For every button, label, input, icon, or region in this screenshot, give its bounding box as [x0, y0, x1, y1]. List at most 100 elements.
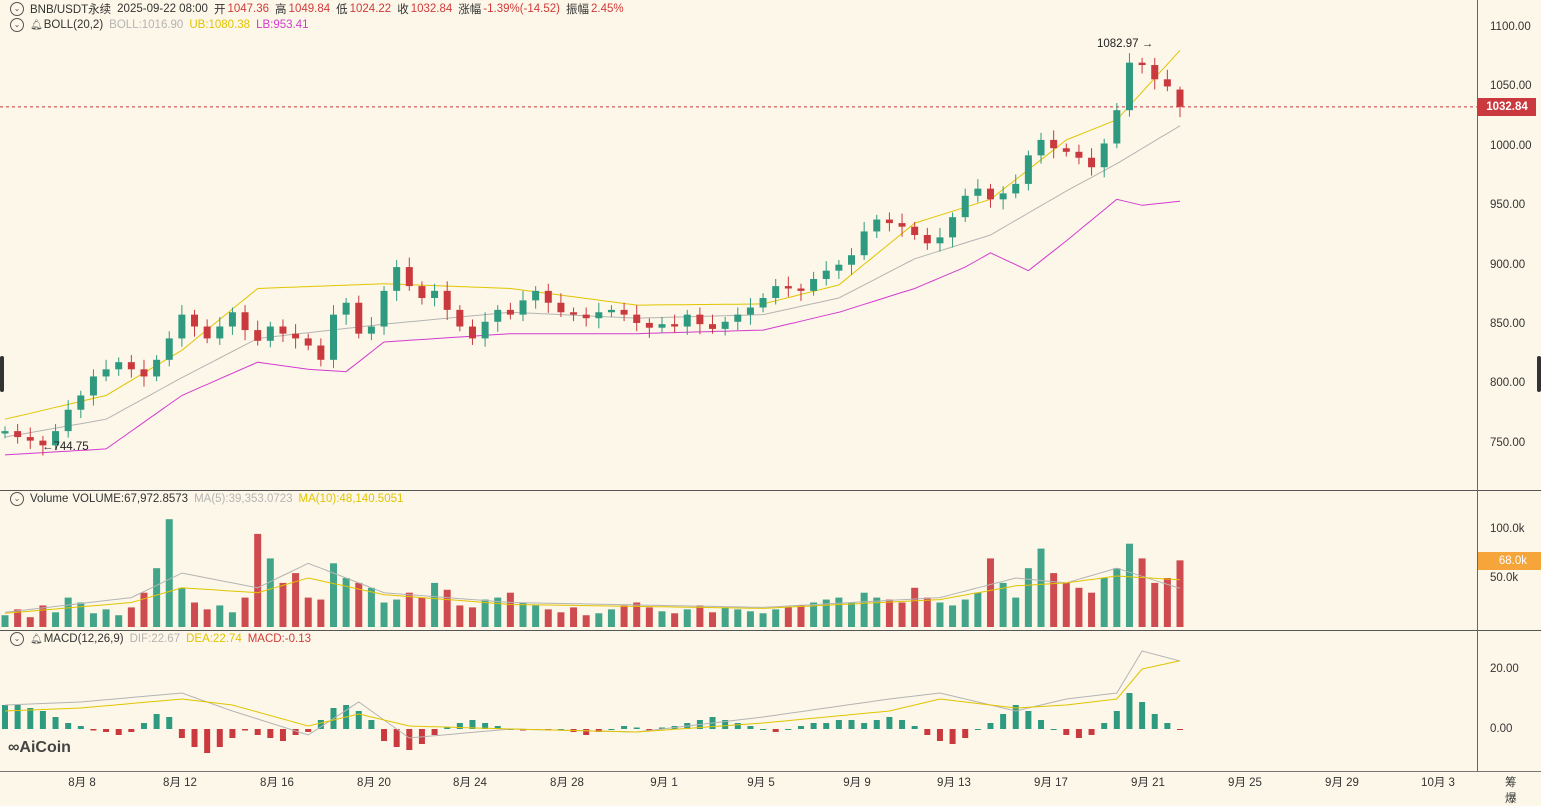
macd-histogram-bar — [317, 720, 324, 729]
volume-bar — [961, 599, 969, 627]
macd-histogram-bar — [987, 723, 994, 729]
macd-histogram-bar — [204, 729, 211, 753]
volume-bar — [645, 607, 653, 627]
panel-divider[interactable] — [0, 490, 1541, 491]
candle-body — [658, 324, 666, 328]
candle-body — [115, 362, 123, 370]
candle-body — [784, 286, 792, 289]
boll-name[interactable]: BOLL(20,2) — [43, 19, 104, 31]
candle-body — [620, 309, 628, 315]
candle-body — [822, 270, 830, 279]
low-marker: ←744.75 — [42, 441, 89, 453]
tab-chips[interactable]: 筹 — [1505, 777, 1525, 789]
x-tick: 8月 8 — [68, 777, 96, 789]
y-axis-line — [1477, 0, 1478, 771]
candle-body — [734, 314, 742, 322]
volume-bar — [582, 615, 590, 627]
last-price-badge: 1032.84 — [1478, 98, 1536, 116]
volume-bar — [64, 597, 72, 627]
open-value: 1047.36 — [227, 3, 270, 15]
macd-histogram-bar — [444, 727, 451, 729]
volume-bar — [519, 602, 527, 627]
candle-body — [923, 235, 931, 244]
macd-histogram-bar — [27, 708, 34, 729]
macd-histogram-bar — [1025, 711, 1032, 729]
volume-y-tick: 100.0k — [1490, 523, 1525, 535]
boll-ub-value: UB:1080.38 — [189, 19, 251, 31]
left-drawer-handle[interactable] — [0, 356, 4, 392]
volume-bar — [165, 519, 173, 627]
volume-bar — [784, 607, 792, 627]
volume-bar — [797, 605, 805, 627]
macd-name[interactable]: MACD(12,26,9) — [43, 633, 124, 645]
candle-body — [1125, 62, 1133, 111]
candle-body — [342, 302, 350, 315]
macd-histogram-bar — [456, 723, 463, 729]
macd-dif-value: DIF:22.67 — [129, 633, 181, 645]
macd-histogram-bar — [873, 720, 880, 729]
volume-bar — [986, 558, 994, 627]
symbol-label[interactable]: BNB/USDT永续 — [30, 4, 112, 16]
x-tick: 8月 20 — [357, 777, 391, 789]
candle-body — [355, 302, 363, 334]
chevron-down-icon[interactable]: ⌄ — [10, 18, 24, 32]
change-label: 涨幅 — [458, 4, 482, 16]
candle-body — [494, 309, 502, 322]
macd-histogram-bar — [90, 729, 97, 731]
candle-body — [1088, 157, 1096, 168]
candle-body — [645, 322, 653, 328]
bell-icon[interactable]: 🔔︎ — [30, 19, 43, 31]
volume-ma10-value: MA(10):48,140.5051 — [298, 493, 404, 505]
candle-body — [848, 255, 856, 265]
volume-bar — [1163, 578, 1171, 627]
aicoin-logo: ∞AiCoin — [8, 739, 71, 757]
volume-name[interactable]: Volume — [30, 493, 69, 505]
candle-body — [1, 431, 9, 434]
macd-histogram-bar — [1038, 720, 1045, 729]
change-value: -1.39%(-14.52) — [483, 3, 560, 15]
macd-histogram-bar — [103, 729, 110, 732]
volume-bar — [26, 617, 34, 627]
volume-bar — [405, 592, 413, 627]
candle-body — [633, 314, 641, 323]
macd-histogram-bar — [242, 729, 249, 731]
macd-histogram-bar — [595, 729, 602, 732]
candle-body — [443, 290, 451, 310]
tab-liquidation[interactable]: 爆 — [1505, 793, 1525, 805]
volume-bar — [1138, 558, 1146, 627]
candle-body — [759, 297, 767, 308]
candle-body — [102, 369, 110, 377]
volume-bar — [873, 597, 881, 627]
volume-bar — [191, 602, 199, 627]
volume-header: ⌄ Volume VOLUME:67,972.8573 MA(5):39,353… — [10, 492, 403, 506]
price-y-tick: 1100.00 — [1490, 21, 1531, 33]
volume-bar — [317, 599, 325, 627]
volume-bar — [127, 607, 135, 627]
volume-bar — [898, 602, 906, 627]
panel-divider[interactable] — [0, 630, 1541, 631]
bell-icon[interactable]: 🔔︎ — [30, 633, 43, 645]
macd-dea-line — [4, 660, 1181, 733]
arrow-right-icon: → — [1141, 38, 1154, 50]
volume-bar — [393, 599, 401, 627]
candle-body — [506, 309, 514, 315]
macd-histogram-bar — [431, 729, 438, 735]
macd-histogram-bar — [393, 729, 400, 747]
x-tick: 8月 28 — [550, 777, 584, 789]
volume-bar — [949, 605, 957, 627]
macd-histogram-bar — [810, 723, 817, 729]
candle-body — [519, 300, 527, 315]
chevron-down-icon[interactable]: ⌄ — [10, 632, 24, 646]
volume-bar — [1075, 587, 1083, 627]
chevron-down-icon[interactable]: ⌄ — [10, 492, 24, 506]
right-drawer-handle[interactable] — [1537, 356, 1541, 392]
x-tick: 9月 1 — [650, 777, 678, 789]
volume-bar — [468, 607, 476, 627]
volume-bar — [14, 609, 22, 627]
candle-body — [216, 326, 224, 339]
candle-body — [228, 312, 236, 327]
macd-histogram-bar — [355, 711, 362, 729]
volume-bar — [140, 592, 148, 627]
chevron-down-icon[interactable]: ⌄ — [10, 2, 24, 16]
